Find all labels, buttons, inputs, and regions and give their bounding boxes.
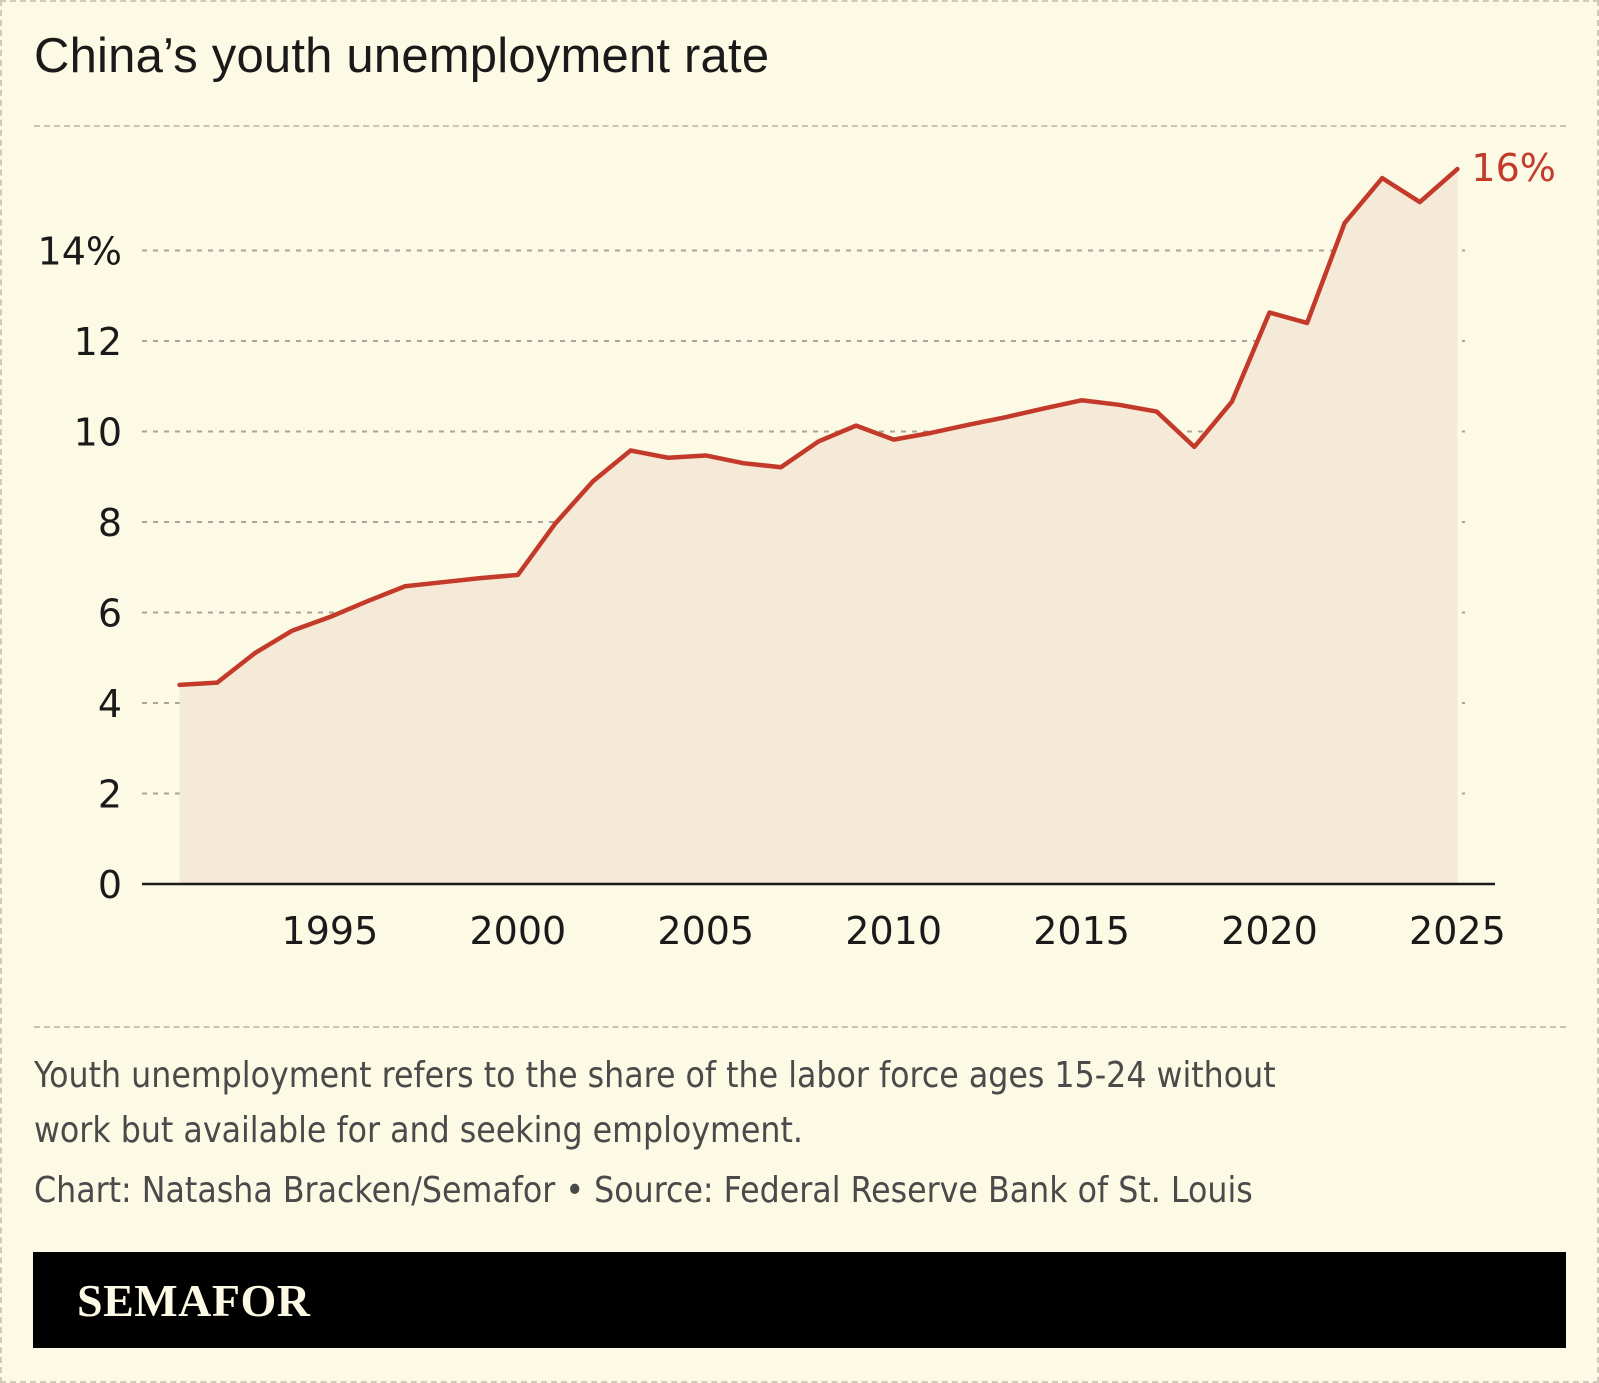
y-tick-label: 12 [74, 320, 122, 364]
top-divider [34, 125, 1566, 127]
line-chart: 0 2 4 6 8 10 12 14% 1995 2000 2005 2010 2015 2020 202… [38, 146, 1556, 953]
end-value-label: 16% [1471, 146, 1555, 190]
x-tick-label: 2020 [1221, 909, 1318, 953]
y-tick-label: 8 [98, 501, 122, 545]
y-tick-label: 14% [38, 230, 122, 274]
bottom-divider [34, 1026, 1566, 1028]
y-tick-label: 0 [98, 863, 122, 907]
y-tick-label: 6 [98, 592, 122, 636]
y-tick-label: 4 [98, 682, 122, 726]
footer-bar: SEMAFOR [33, 1252, 1566, 1348]
x-tick-label: 2025 [1409, 909, 1506, 953]
end-label-group: 16% [1471, 146, 1555, 190]
x-tick-label: 2015 [1033, 909, 1130, 953]
series-line [177, 166, 1460, 688]
x-axis: 1995 2000 2005 2010 2015 2020 2025 [142, 882, 1506, 953]
semafor-logo[interactable]: SEMAFOR [77, 1275, 311, 1326]
x-tick-label: 2010 [845, 909, 942, 953]
x-tick-label: 2005 [657, 909, 754, 953]
x-tick-label: 1995 [282, 909, 379, 953]
series-polyline [177, 166, 1460, 688]
x-tick-label: 2000 [469, 909, 566, 953]
y-tick-label: 10 [74, 411, 122, 455]
area-shape [179, 169, 1458, 885]
y-tick-label: 2 [98, 773, 122, 817]
area-fill [179, 169, 1458, 885]
chart-note: Youth unemployment refers to the share o… [34, 1055, 1276, 1151]
chart-title: China’s youth unemployment rate [34, 29, 770, 83]
y-axis: 0 2 4 6 8 10 12 14% [38, 230, 122, 908]
chart-credit: Chart: Natasha Bracken/Semafor • Source:… [34, 1170, 1253, 1211]
